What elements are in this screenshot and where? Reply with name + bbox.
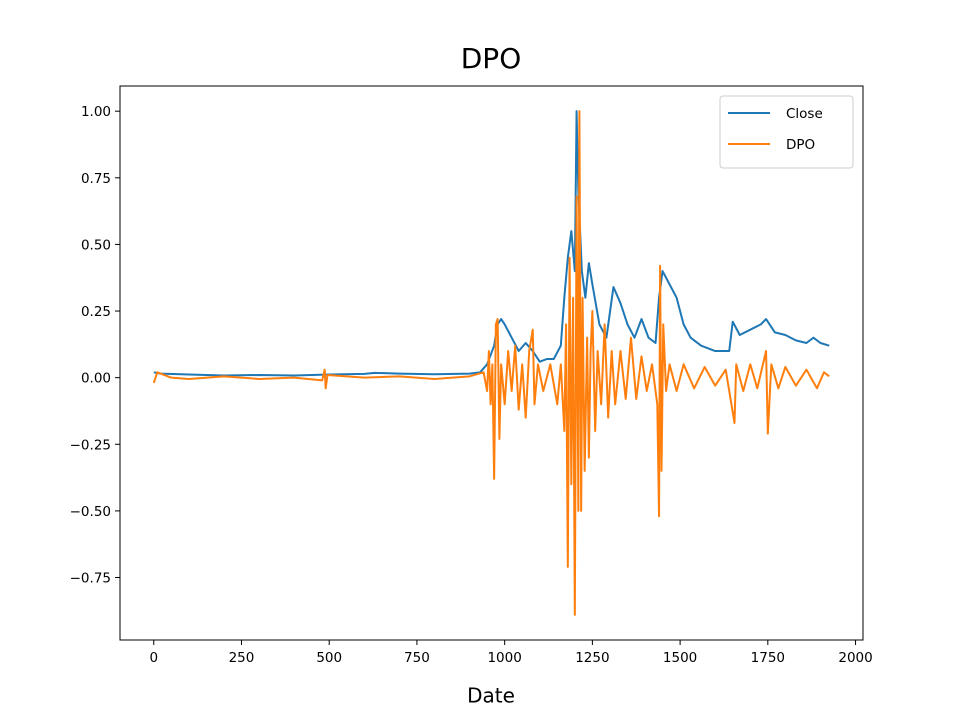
x-axis-label: Date — [467, 684, 515, 708]
x-tick-label: 0 — [149, 650, 158, 666]
line-series — [153, 110, 830, 377]
y-tick-label: 0.50 — [81, 237, 111, 253]
y-tick-label: −0.25 — [70, 437, 111, 453]
y-tick-label: −0.75 — [70, 571, 111, 587]
legend-label: Close — [786, 106, 823, 122]
y-tick-label: 1.00 — [81, 104, 111, 120]
legend-label: DPO — [786, 137, 815, 153]
x-tick-label: 1250 — [575, 650, 609, 666]
plot-frame — [119, 85, 864, 641]
y-tick-label: 0.75 — [81, 171, 111, 187]
x-tick-label: 1500 — [663, 650, 697, 666]
y-tick-label: −0.50 — [70, 504, 111, 520]
chart-title: DPO — [461, 42, 521, 75]
x-tick-label: 250 — [229, 650, 255, 666]
x-tick-label: 750 — [404, 650, 430, 666]
x-tick-label: 2000 — [838, 650, 872, 666]
line-series — [152, 110, 830, 616]
x-tick-label: 1000 — [487, 650, 521, 666]
x-tick-label: 500 — [316, 650, 342, 666]
y-tick-label: 0.00 — [81, 371, 111, 387]
y-tick-label: 0.25 — [81, 304, 111, 320]
x-tick-label: 1750 — [751, 650, 785, 666]
